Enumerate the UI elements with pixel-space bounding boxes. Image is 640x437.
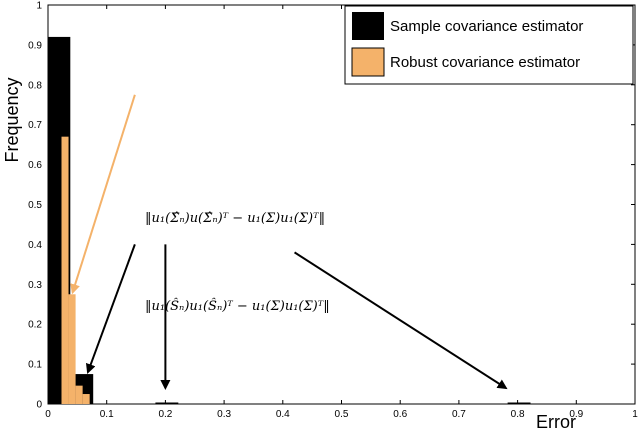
bar-robust-1 <box>61 136 69 405</box>
x-tick-label: 0 <box>45 409 51 420</box>
x-axis-title: Error <box>536 412 576 432</box>
legend-swatch-sample <box>352 12 384 40</box>
annotation-arrows <box>70 94 508 391</box>
sample-error-annotation-arrow-2 <box>293 251 508 390</box>
y-tick-label: 0.1 <box>28 360 42 371</box>
x-tick-label: 1 <box>632 409 638 420</box>
y-tick-label: 0.3 <box>28 280 42 291</box>
bars-layer <box>48 36 531 405</box>
y-tick-label: 0.6 <box>28 160 42 171</box>
annotation-robust: ‖u₁(Σ̂ₙ)u(Σ̂ₙ)ᵀ − u₁(Σ)u₁(Σ)ᵀ‖ <box>145 211 325 226</box>
x-tick-label: 0.8 <box>511 409 525 420</box>
bar-robust-2 <box>68 294 76 404</box>
robust-error-annotation-text: ‖u₁(Σ̂ₙ)u(Σ̂ₙ)ᵀ − u₁(Σ)u₁(Σ)ᵀ‖ <box>145 211 325 226</box>
x-tick-label: 0.4 <box>276 409 290 420</box>
x-tick-label: 0.3 <box>217 409 231 420</box>
ticks-layer: 0 0.1 0.2 0.3 0.4 0.5 0.6 0.7 0.8 0.9 1 0 0.1 0.2 0.3 0… <box>28 1 638 421</box>
y-tick-label: 0.5 <box>28 200 42 211</box>
robust-error-annotation-arrow-0 <box>70 94 136 295</box>
legend-label-robust: Robust covariance estimator <box>390 54 580 71</box>
y-tick-label: 0.4 <box>28 240 42 251</box>
y-tick-label: 0.2 <box>28 320 42 331</box>
legend: Sample covariance estimator Robust covar… <box>344 5 634 85</box>
legend-box <box>344 5 634 85</box>
y-axis-title: Frequency <box>2 77 22 162</box>
legend-label-sample: Sample covariance estimator <box>390 18 583 35</box>
annotation-sample: ‖u₁(Ŝₙ)u₁(Ŝₙ)ᵀ − u₁(Σ)u₁(Σ)ᵀ‖ <box>145 297 330 314</box>
x-tick-label: 0.7 <box>452 409 466 420</box>
y-tick-label: 0.8 <box>28 80 42 91</box>
x-tick-label: 0.9 <box>569 409 583 420</box>
bar-sample-2 <box>155 402 179 404</box>
x-tick-label: 0.2 <box>158 409 172 420</box>
x-tick-label: 0.1 <box>100 409 114 420</box>
y-tick-label: 0.7 <box>28 120 42 131</box>
sample-error-annotation-arrow-0 <box>85 244 136 374</box>
y-tick-label: 0.9 <box>28 40 42 51</box>
y-tick-label: 1 <box>36 1 42 12</box>
bar-sample-3 <box>507 402 531 404</box>
bar-robust-4 <box>82 394 90 404</box>
y-tick-label: 0 <box>36 400 42 411</box>
bar-robust-3 <box>75 385 83 404</box>
x-tick-label: 0.5 <box>335 409 349 420</box>
x-tick-label: 0.6 <box>393 409 407 420</box>
legend-swatch-robust <box>351 47 385 77</box>
sample-error-annotation-text: ‖u₁(Ŝₙ)u₁(Ŝₙ)ᵀ − u₁(Σ)u₁(Σ)ᵀ‖ <box>145 297 330 314</box>
